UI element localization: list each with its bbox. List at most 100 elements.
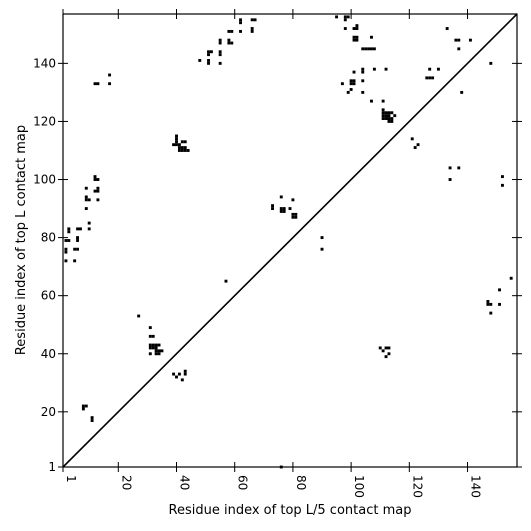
contact-point	[76, 236, 80, 240]
contact-point	[96, 198, 100, 202]
contact-point	[209, 50, 213, 54]
contact-point	[291, 212, 295, 216]
contact-point	[93, 189, 97, 193]
contact-point	[148, 326, 152, 330]
contact-point	[361, 79, 365, 83]
contact-point	[151, 343, 155, 347]
contact-point	[294, 215, 298, 219]
contact-point	[445, 27, 449, 30]
contact-point	[76, 227, 80, 231]
y-tick-label: 20	[41, 405, 56, 419]
contact-point	[183, 369, 187, 373]
contact-point	[239, 18, 242, 22]
contact-point	[90, 416, 94, 420]
contact-point	[218, 38, 222, 42]
contact-point	[416, 143, 420, 147]
contact-point	[183, 149, 187, 152]
contact-point	[218, 50, 222, 54]
x-tick-label: 1	[64, 475, 78, 483]
points-layer	[64, 15, 513, 469]
contact-point	[489, 302, 493, 306]
y-tick-label: 140	[33, 56, 56, 70]
contact-point	[151, 334, 155, 338]
contact-point	[250, 18, 254, 22]
contact-point	[227, 29, 231, 33]
contact-point	[186, 149, 190, 152]
x-tick-label: 100	[352, 475, 366, 498]
contact-point	[172, 372, 176, 376]
contact-point	[180, 378, 184, 382]
contact-point	[148, 343, 152, 347]
contact-point	[279, 195, 283, 199]
contact-point	[431, 76, 435, 80]
contact-point	[352, 70, 356, 74]
contact-point	[76, 239, 80, 242]
contact-point	[390, 111, 394, 115]
contact-point	[81, 404, 85, 408]
contact-point	[320, 236, 324, 240]
contact-point	[460, 90, 464, 94]
contact-point	[84, 198, 88, 202]
contact-point	[282, 210, 286, 213]
contact-point	[93, 175, 97, 179]
contact-point	[96, 189, 100, 193]
contact-point	[157, 349, 161, 353]
contact-point	[227, 41, 231, 45]
contact-point	[239, 21, 242, 25]
contact-point	[390, 119, 394, 123]
contact-point	[335, 15, 339, 19]
contact-point	[390, 117, 394, 120]
contact-point	[384, 67, 388, 71]
contact-point	[387, 346, 391, 350]
contact-point	[64, 247, 68, 251]
contact-point	[428, 67, 432, 71]
x-tick-label: 140	[469, 475, 483, 498]
contact-point	[207, 59, 210, 62]
contact-point	[500, 183, 504, 187]
contact-point	[172, 143, 176, 147]
y-tick-label: 100	[33, 173, 56, 187]
contact-point	[177, 149, 181, 152]
contact-point	[90, 419, 94, 422]
contact-point	[282, 207, 286, 211]
contact-point	[73, 259, 77, 263]
contact-point	[352, 27, 356, 30]
contact-point	[183, 146, 187, 150]
contact-point	[96, 82, 100, 86]
contact-point	[410, 137, 414, 141]
y-axis-label: Residue index of top L contact map	[14, 125, 29, 355]
x-tick-label: 40	[178, 475, 192, 490]
contact-point	[84, 195, 88, 199]
diagonal-line	[62, 13, 518, 468]
contact-point	[180, 146, 184, 150]
contact-point	[84, 186, 88, 190]
contact-point	[177, 143, 181, 147]
contact-point	[346, 15, 350, 19]
contact-point	[81, 407, 85, 411]
x-tick-label: 120	[410, 475, 424, 498]
contact-point	[175, 137, 178, 141]
contact-point	[387, 114, 391, 118]
contact-point	[384, 355, 388, 359]
contact-point	[454, 38, 458, 42]
contact-point	[148, 346, 152, 350]
contact-point	[154, 346, 158, 350]
contact-point	[361, 90, 365, 94]
contact-point	[76, 247, 80, 251]
contact-point	[108, 73, 112, 77]
contact-point	[157, 343, 161, 347]
contact-point	[157, 352, 161, 356]
plot-frame	[62, 13, 518, 468]
contact-point	[64, 259, 68, 263]
contact-point	[489, 311, 493, 315]
contact-point	[343, 18, 347, 22]
contact-point	[349, 82, 353, 86]
contact-point	[340, 82, 344, 86]
contact-point	[500, 175, 504, 179]
contact-point	[84, 207, 88, 211]
contact-point	[87, 227, 91, 231]
contact-point	[271, 207, 274, 211]
contact-point	[387, 111, 391, 115]
